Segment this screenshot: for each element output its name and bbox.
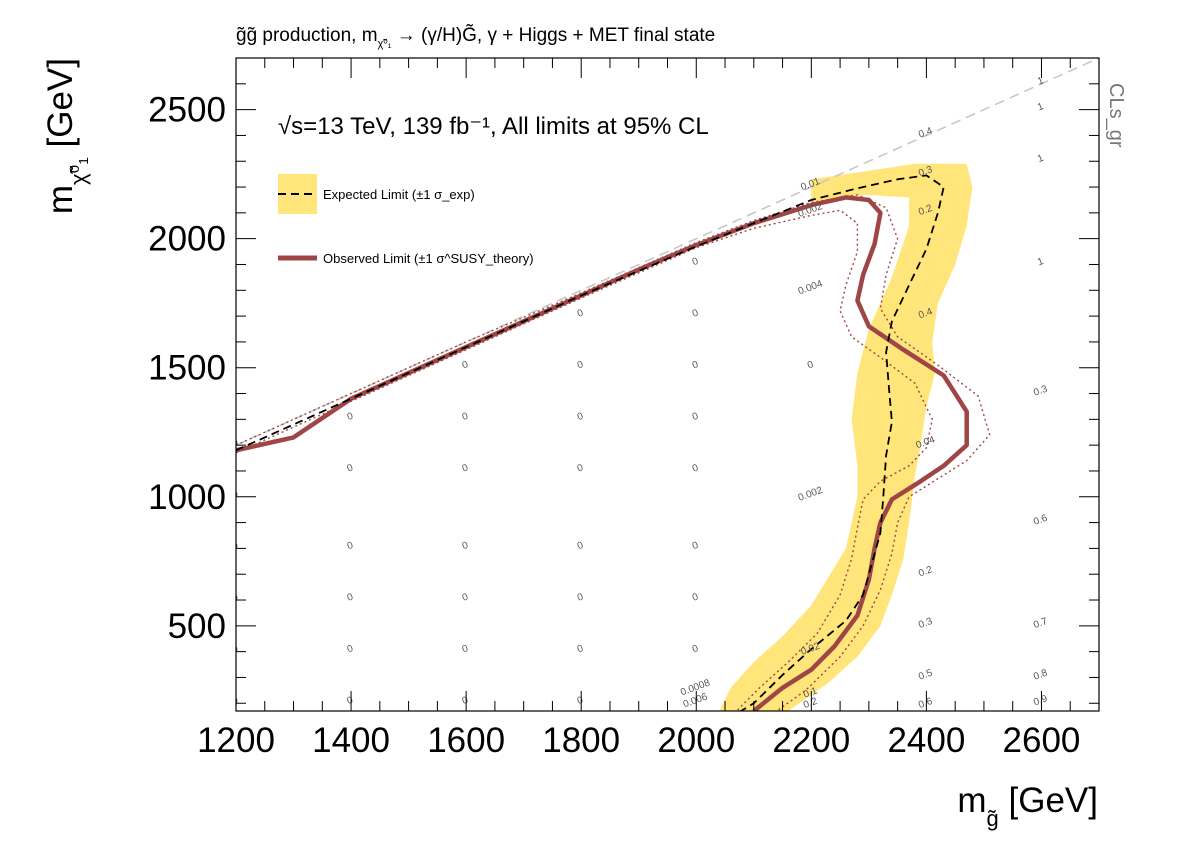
cls-value-label: 0.4 xyxy=(917,306,934,321)
cls-value-label: 0 xyxy=(576,540,585,552)
x-axis-label: mg̃ [GeV] xyxy=(957,781,1098,831)
x-tick-label: 2400 xyxy=(887,721,965,760)
cls-value-label: 0 xyxy=(461,643,470,655)
expected-band-layer xyxy=(719,163,973,711)
cls-value-label: 0 xyxy=(231,437,240,449)
cls-value-label: 0 xyxy=(691,359,700,371)
cls-value-label: 0.3 xyxy=(917,616,934,631)
cls-value-label: 1 xyxy=(1036,153,1045,165)
cls-value-label: 0.6 xyxy=(1032,513,1049,528)
cls-value-label: 0.6 xyxy=(917,696,934,711)
cls-value-label: 0 xyxy=(231,540,240,552)
observed-limit-up xyxy=(236,194,991,711)
x-axis-label-unit: [GeV] xyxy=(999,781,1098,820)
cls-value-label: 0.9 xyxy=(1032,693,1049,708)
x-tick-label: 2600 xyxy=(1003,721,1081,760)
chart-title-rest: → (γ/H)G̃, γ + Higgs + MET final state xyxy=(391,24,715,46)
cls-value-label: 1 xyxy=(1036,101,1045,113)
legend-expected-label: Expected Limit (±1 σ_exp) xyxy=(323,187,475,202)
x-axis-label-sub: g̃ xyxy=(987,806,999,831)
cls-value-label: 0 xyxy=(346,695,355,707)
cls-value-label: 1 xyxy=(1036,256,1045,268)
y-tick-label: 1500 xyxy=(148,349,226,388)
cls-value-label: 0 xyxy=(691,591,700,603)
cls-value-label: 0.4 xyxy=(917,125,934,140)
cls-value-label: 0 xyxy=(576,411,585,423)
cls-value-label: 0 xyxy=(346,411,355,423)
y-tick-label: 1000 xyxy=(148,478,226,517)
expected-limit-line xyxy=(236,174,945,711)
cls-value-label: 0.3 xyxy=(917,164,934,179)
cls-value-label: 0 xyxy=(461,540,470,552)
cls-value-label: 1 xyxy=(1036,75,1045,87)
y-tick-label: 2500 xyxy=(148,91,226,130)
axis-ticks: 1200 1400 1600 1800 2000 2200 2400 260050010001… xyxy=(148,57,1100,760)
x-tick-label: 1800 xyxy=(542,721,620,760)
legend: Expected Limit (±1 σ_exp) Observed Limit… xyxy=(278,174,534,266)
cls-value-label: 0 xyxy=(461,411,470,423)
cls-value-label: 0 xyxy=(231,643,240,655)
y-tick-label: 2000 xyxy=(148,220,226,259)
cls-value-label: 0 xyxy=(231,591,240,603)
cls-value-label: 0 xyxy=(806,359,815,371)
y-axis-label-sub: χ̃⁰₁ xyxy=(66,157,91,185)
cls-value-label: 0.002 xyxy=(797,485,825,504)
cls-value-label: 0 xyxy=(461,359,470,371)
cls-value-label: 0 xyxy=(576,359,585,371)
cls-value-label: 0.3 xyxy=(1032,383,1049,398)
cls-value-label: 0.2 xyxy=(802,696,819,711)
cls-value-label: 0.5 xyxy=(917,667,934,682)
kinematic-diagonal-line xyxy=(236,58,1099,446)
x-tick-label: 1400 xyxy=(312,721,390,760)
x-tick-label: 1600 xyxy=(427,721,505,760)
cls-value-label: 0 xyxy=(576,307,585,319)
cls-value-label: 0 xyxy=(691,411,700,423)
cls-value-label: 0 xyxy=(346,462,355,474)
z-axis-label: CLs_gr xyxy=(1105,83,1127,148)
cls-value-label: 0 xyxy=(461,591,470,603)
cls-value-label: 0 xyxy=(461,695,470,707)
cls-value-label: 0.7 xyxy=(1032,616,1049,631)
cls-value-label: 0.2 xyxy=(917,203,934,218)
cls-value-label: 0 xyxy=(346,540,355,552)
y-axis-label-unit: [GeV] xyxy=(41,58,80,157)
cls-value-label: 0 xyxy=(346,591,355,603)
x-tick-label: 2000 xyxy=(657,721,735,760)
cls-value-label: 0 xyxy=(231,488,240,500)
energy-annotation: √s=13 TeV, 139 fb⁻¹, All limits at 95% C… xyxy=(278,113,709,140)
cls-value-label: 0 xyxy=(691,256,700,268)
cls-value-label: 0 xyxy=(691,540,700,552)
cls-value-label: 0 xyxy=(231,695,240,707)
chart-title-sub: χ̃⁰₁ xyxy=(378,38,392,50)
chart-title: g̃g̃ production, mχ̃⁰₁ → (γ/H)G̃, γ + Hi… xyxy=(236,24,715,50)
cls-value-label: 0.2 xyxy=(917,564,934,579)
cls-value-label: 0 xyxy=(576,643,585,655)
y-axis-label-main: m xyxy=(41,185,80,214)
y-tick-label: 500 xyxy=(168,607,226,646)
cls-value-label: 0.1 xyxy=(802,685,819,700)
x-tick-label: 1200 xyxy=(197,721,275,760)
limit-lines-layer xyxy=(236,58,1099,711)
cls-value-label: 0.8 xyxy=(1032,667,1049,682)
plot-frame xyxy=(235,57,1100,712)
cls-value-label: 0 xyxy=(576,591,585,603)
cls-value-label: 0 xyxy=(576,462,585,474)
chart-title-main: g̃g̃ production, m xyxy=(236,25,378,46)
cls-value-label: 0 xyxy=(346,643,355,655)
cls-value-label: 0 xyxy=(576,695,585,707)
x-axis-label-main: m xyxy=(957,781,986,820)
cls-value-label: 0 xyxy=(691,462,700,474)
cls-value-label: 0 xyxy=(691,643,700,655)
cls-value-label: 0 xyxy=(461,462,470,474)
cls-value-label: 0 xyxy=(691,307,700,319)
legend-observed-label: Observed Limit (±1 σ^SUSY_theory) xyxy=(323,251,534,266)
expected-band xyxy=(719,163,973,711)
cls-value-label: 0.004 xyxy=(797,278,825,297)
x-tick-label: 2200 xyxy=(772,721,850,760)
y-axis-label: mχ̃⁰₁ [GeV] xyxy=(41,58,91,214)
